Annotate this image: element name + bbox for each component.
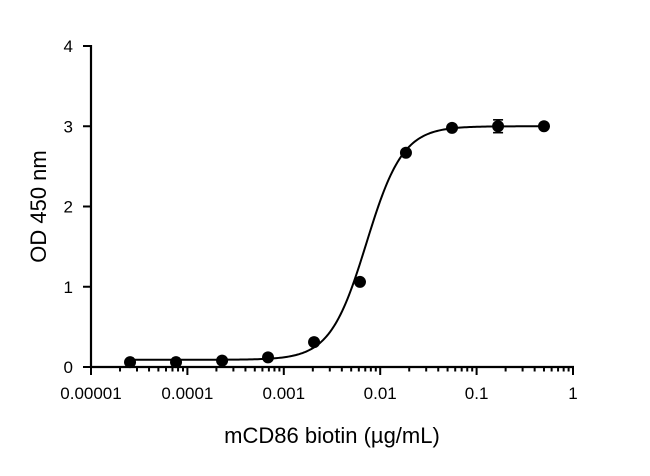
data-point	[170, 356, 183, 369]
data-point	[216, 354, 229, 367]
x-tick-label: 0.001	[263, 384, 306, 403]
x-tick-label: 0.00001	[60, 384, 121, 403]
data-point	[353, 275, 366, 288]
x-tick-label: 0.01	[364, 384, 397, 403]
fit-curve-layer	[130, 125, 544, 361]
data-point	[124, 356, 137, 369]
x-axis-ticks: 0.00001 0.0001 0.001 0.01 0.1 1	[60, 367, 578, 403]
y-tick-label: 1	[64, 278, 73, 297]
data-point	[537, 120, 550, 133]
y-tick-label: 3	[64, 117, 73, 136]
y-axis-title: OD 450 nm	[26, 150, 51, 263]
data-point	[262, 351, 275, 364]
data-point	[399, 146, 412, 159]
data-point	[308, 336, 321, 349]
data-points-layer	[124, 119, 550, 369]
x-axis-title: mCD86 biotin (µg/mL)	[224, 423, 440, 448]
y-axis-ticks: 0 1 2 3 4	[64, 37, 91, 377]
y-tick-label: 2	[64, 198, 73, 217]
x-tick-label: 0.1	[465, 384, 489, 403]
data-point	[492, 120, 505, 133]
fit-curve	[130, 125, 544, 361]
y-tick-label: 0	[64, 358, 73, 377]
data-point	[446, 121, 459, 134]
x-tick-label: 0.0001	[161, 384, 213, 403]
y-tick-label: 4	[64, 37, 73, 56]
axes	[89, 45, 574, 369]
x-tick-label: 1	[568, 384, 577, 403]
